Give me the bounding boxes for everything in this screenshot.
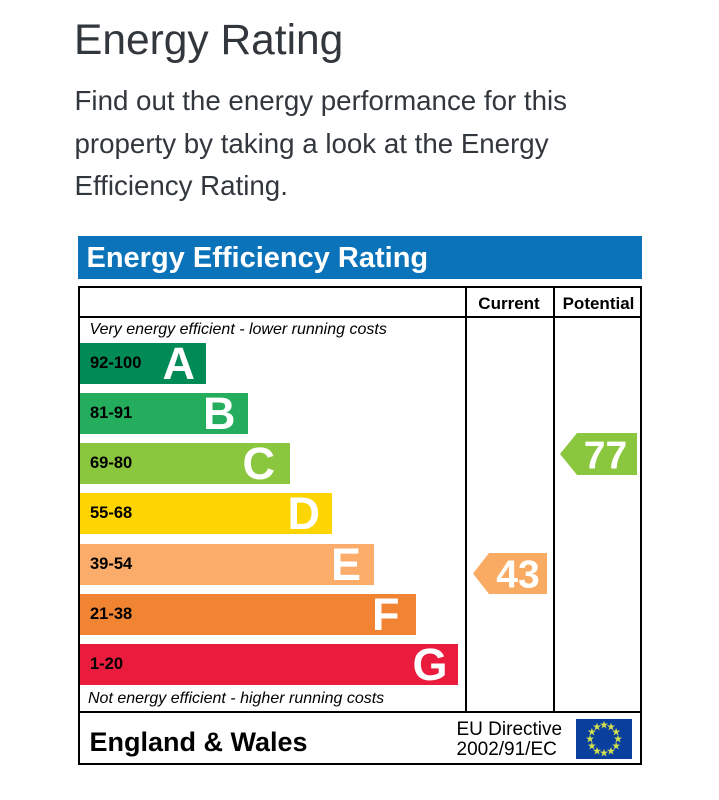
svg-text:77: 77 xyxy=(584,435,627,476)
svg-text:43: 43 xyxy=(496,554,539,595)
